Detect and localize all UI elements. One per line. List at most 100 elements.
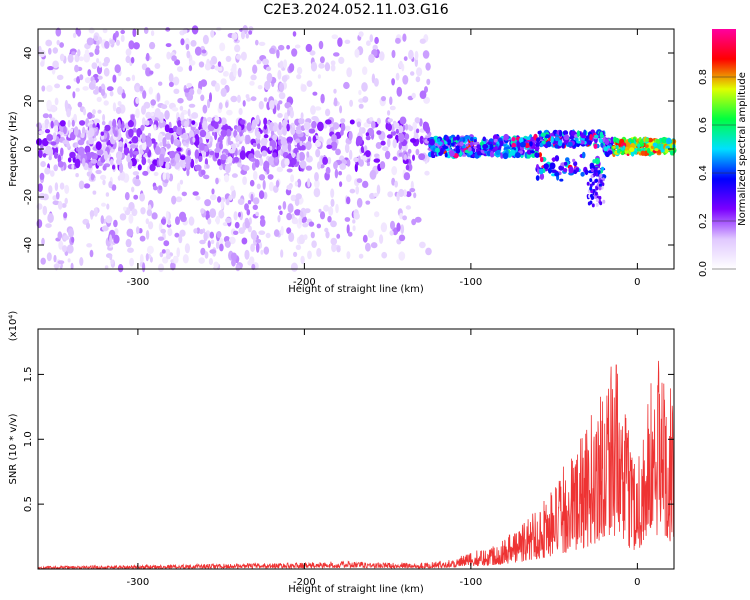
spectrogram-cell xyxy=(133,194,139,200)
spectrogram-cell xyxy=(267,174,274,180)
spectrogram-cell xyxy=(637,143,641,148)
spectrogram-cell xyxy=(170,134,174,145)
spectrogram-cell xyxy=(379,234,384,244)
spectrogram-cell xyxy=(550,136,554,144)
spectrogram-cell xyxy=(295,125,302,131)
spectrogram-cell xyxy=(576,130,581,138)
spectrogram-cell xyxy=(87,69,92,77)
spectrogram-cell xyxy=(395,37,401,44)
spectrogram-cell xyxy=(161,249,166,254)
spectrogram-cell xyxy=(139,85,144,92)
spectrogram-cell xyxy=(379,161,386,170)
spectrogram-cell xyxy=(346,196,351,205)
spectrogram-cell xyxy=(405,191,412,198)
spectrogram-cell xyxy=(101,202,106,207)
spectrogram-cell xyxy=(245,94,250,99)
spectrogram-cell xyxy=(165,210,169,221)
spectrogram-cell xyxy=(227,136,231,145)
spectrogram-cell xyxy=(200,169,206,176)
spectrogram-cell xyxy=(41,193,49,201)
spectrogram-cell xyxy=(41,122,46,131)
spectrogram-cell xyxy=(66,108,71,118)
spectrogram-cell xyxy=(376,184,381,195)
colorbar-ticks: 0.0 0.2 0.4 0.6 0.8 xyxy=(698,69,736,277)
spectrogram-cell xyxy=(258,174,266,181)
spectrogram-cell xyxy=(204,199,212,207)
spectrogram-cell xyxy=(86,171,91,177)
spectrogram-cell xyxy=(57,260,65,265)
spectrogram-cell xyxy=(211,188,215,195)
spectrogram-cell xyxy=(202,104,208,114)
spectrogram-cell xyxy=(299,160,307,169)
spectrogram-cell xyxy=(233,211,238,221)
spectrogram-cell xyxy=(91,62,98,70)
spectrogram-cell xyxy=(48,185,53,194)
spectrogram-cell xyxy=(317,74,321,79)
spectrogram-cell xyxy=(167,228,173,237)
spectrogram-cell xyxy=(358,253,364,259)
spectrogram-cell xyxy=(114,30,119,38)
spectrogram-cell xyxy=(286,136,294,143)
spectrogram-cell xyxy=(77,129,81,139)
spectrogram-cell xyxy=(502,152,509,160)
spectrogram-cell xyxy=(598,186,602,191)
spectrogram-cell xyxy=(429,138,435,146)
spectrogram-cell xyxy=(449,150,455,157)
spectrogram-cell xyxy=(90,173,95,181)
spectrogram-cell xyxy=(468,147,472,152)
spectrogram-cell xyxy=(220,199,224,210)
spectrogram-cell xyxy=(374,211,380,218)
spectrogram-cell xyxy=(276,166,283,173)
spectrogram-cell xyxy=(120,34,125,43)
spectrogram-cell xyxy=(59,182,65,190)
spectrogram-cell xyxy=(391,177,396,186)
chart-title: C2E3.2024.052.11.03.G16 xyxy=(263,2,448,18)
spectrogram-cell xyxy=(192,137,196,143)
spectrogram-cell xyxy=(539,156,544,163)
spectrogram-cell xyxy=(299,144,306,151)
spectrogram-cell xyxy=(71,119,75,127)
spectrogram-cell xyxy=(237,162,243,168)
spectrogram-cell xyxy=(414,117,421,124)
spectrogram-cell xyxy=(284,158,290,167)
spectrogram-cell xyxy=(168,81,174,88)
spectrogram-cell xyxy=(290,194,297,202)
spectrogram-cell xyxy=(562,130,569,136)
spectrogram-cell xyxy=(245,134,251,145)
spectrogram-cell xyxy=(117,86,123,95)
spectrogram-cell xyxy=(294,198,300,207)
spectrogram-cell xyxy=(311,120,317,129)
spectrogram-cell xyxy=(101,121,106,126)
spectrogram-cell xyxy=(655,138,660,145)
spectrogram-cell xyxy=(117,101,122,106)
spectrogram-cell xyxy=(220,129,227,137)
spectrogram-cell xyxy=(100,131,105,136)
spectrogram-cell xyxy=(624,149,629,155)
spectrogram-cell xyxy=(435,147,440,153)
spectrogram-cell xyxy=(231,189,236,200)
spectrogram-cell xyxy=(95,141,102,151)
spectrogram-cell xyxy=(416,128,420,134)
spectrogram-cell xyxy=(160,228,166,234)
spectrogram-cell xyxy=(403,56,408,61)
spectrogram-cell xyxy=(207,116,213,123)
spectrogram-cell xyxy=(475,141,480,145)
spectrogram-cell xyxy=(226,128,232,137)
spectrogram-cell xyxy=(238,227,245,235)
spectrogram-cell xyxy=(405,164,410,171)
spectrogram-cell xyxy=(53,254,57,263)
spectrogram-cell xyxy=(164,132,172,140)
spectrogram-cell xyxy=(403,172,411,181)
spectrogram-cell xyxy=(591,181,595,186)
spectrogram-cell xyxy=(419,241,426,249)
spectrogram-cell xyxy=(41,237,45,246)
spectrogram-cell xyxy=(258,41,266,47)
spectrogram-cell xyxy=(380,222,388,233)
spectrogram-cell xyxy=(56,191,60,200)
spectrogram-cell xyxy=(267,156,275,166)
spectrogram-cell xyxy=(425,62,431,71)
spectrogram-cell xyxy=(112,118,117,129)
spectrogram-cell xyxy=(117,119,121,129)
spectrogram-cell xyxy=(257,85,263,90)
